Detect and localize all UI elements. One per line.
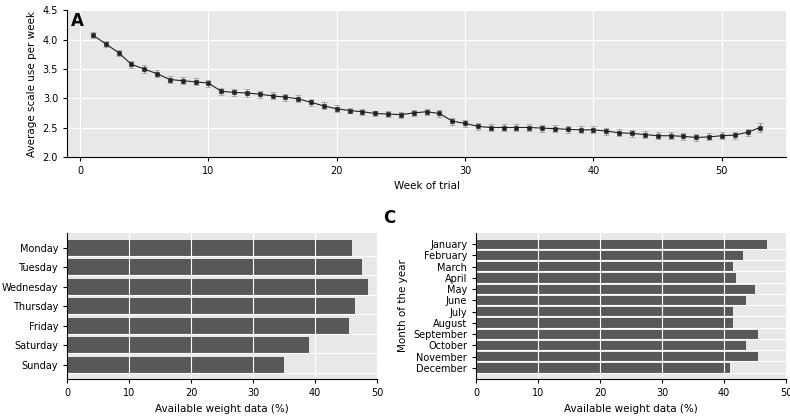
Bar — [476, 330, 758, 339]
Bar — [67, 357, 284, 372]
X-axis label: Available weight data (%): Available weight data (%) — [564, 404, 698, 414]
Bar — [67, 259, 362, 275]
Bar — [476, 240, 767, 249]
Bar — [67, 298, 356, 314]
Bar — [476, 363, 730, 372]
Bar — [476, 341, 746, 350]
Text: C: C — [383, 209, 396, 227]
Bar — [67, 279, 367, 295]
X-axis label: Week of trial: Week of trial — [393, 181, 460, 191]
Bar — [476, 262, 733, 271]
Bar — [67, 337, 309, 353]
Text: A: A — [71, 12, 84, 30]
Bar — [476, 352, 758, 361]
Y-axis label: Month of the year: Month of the year — [397, 260, 408, 352]
Bar — [476, 296, 746, 305]
X-axis label: Available weight data (%): Available weight data (%) — [155, 404, 289, 414]
Bar — [476, 251, 743, 260]
Bar — [476, 307, 733, 316]
Bar — [67, 318, 349, 334]
Bar — [67, 240, 352, 256]
Bar — [476, 285, 755, 294]
Bar — [476, 318, 733, 328]
Bar — [476, 273, 736, 282]
Y-axis label: Average scale use per week: Average scale use per week — [27, 10, 37, 157]
